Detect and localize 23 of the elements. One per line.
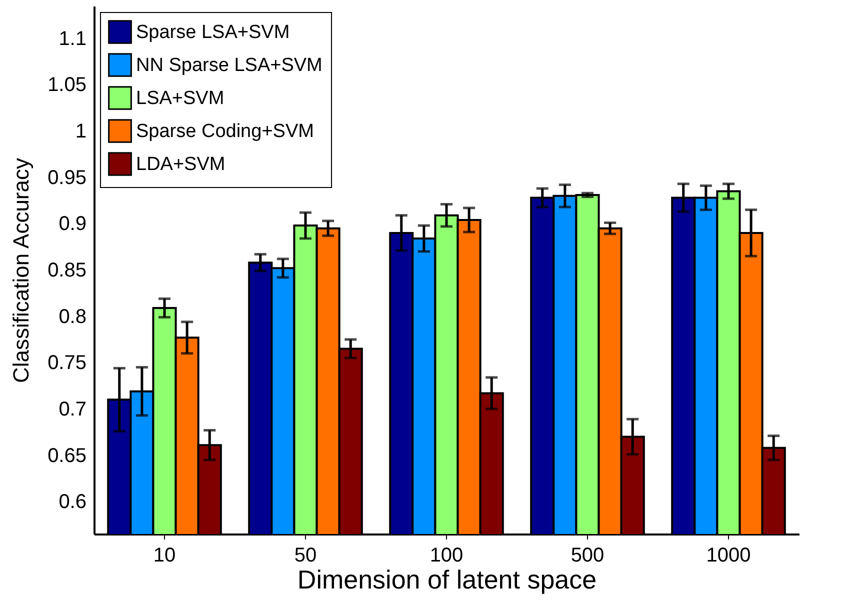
legend-label: NN Sparse LSA+SVM [136,55,322,76]
legend-label: LSA+SVM [136,88,224,109]
y-tick-label: 0.65 [48,444,86,467]
y-tick-label: 0.85 [48,260,86,282]
y-tick-label: 0.8 [58,306,86,328]
y-tick-label: 0.95 [48,166,86,189]
legend-label: Sparse LSA+SVM [136,22,290,43]
x-tick-label: 1000 [706,544,751,566]
x-axis-title: Dimension of latent space [297,564,597,594]
y-axis-title: Classification Accuracy [8,158,34,383]
x-tick-label: 500 [570,544,604,566]
y-tick-label: 0.9 [58,213,86,236]
y-tick-label: 1.05 [48,74,86,96]
legend-label: LDA+SVM [136,154,226,175]
x-tick-label: 50 [294,544,317,566]
y-tick-label: 1 [75,120,86,143]
x-tick-label: 10 [153,544,176,566]
y-tick-label: 0.75 [48,352,86,374]
x-tick-label: 100 [430,544,464,566]
y-tick-label: 0.7 [58,398,86,420]
y-tick-label: 0.6 [58,491,86,514]
y-tick-label: 1.1 [58,28,86,50]
legend-label: Sparse Coding+SVM [136,121,314,142]
